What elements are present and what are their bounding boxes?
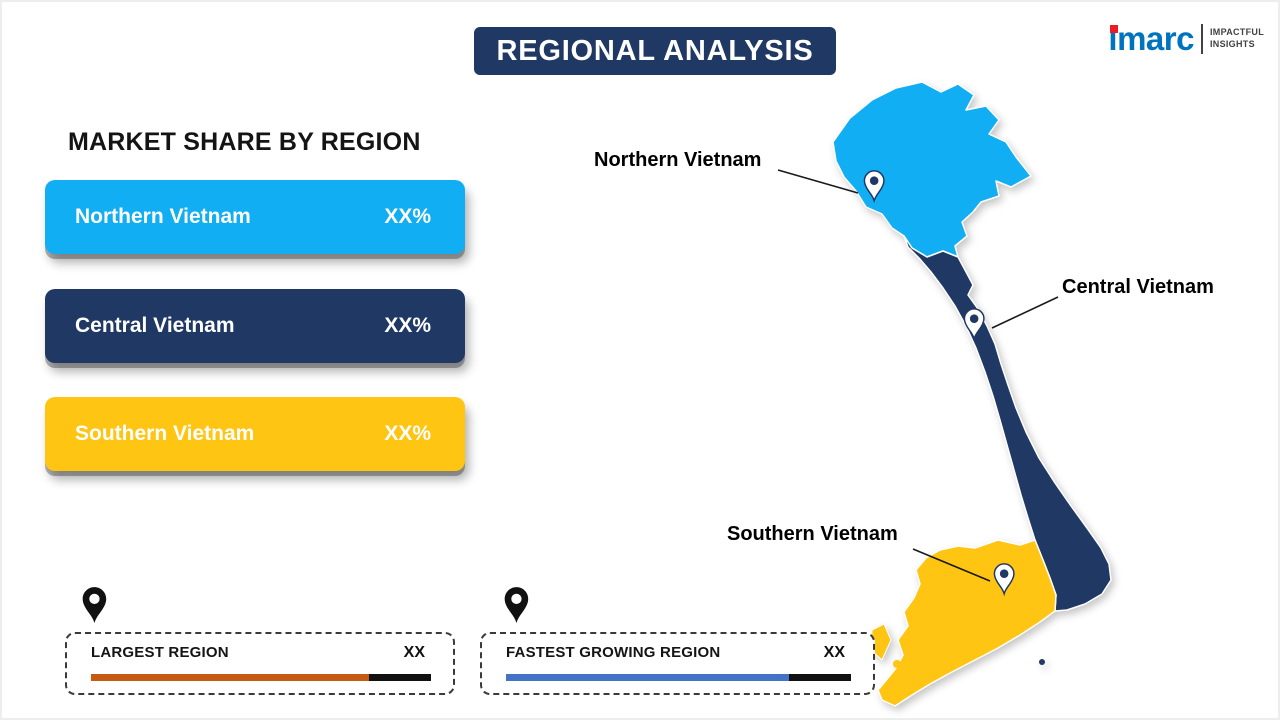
largest-region-pin-icon bbox=[82, 587, 107, 623]
logo-brand-text: imarc bbox=[1108, 20, 1194, 57]
legend-bar bbox=[506, 674, 851, 681]
legend-box-fastest-growing-region: FASTEST GROWING REGION XX bbox=[480, 632, 875, 695]
share-bar-value: XX% bbox=[384, 205, 431, 228]
legend-value: XX bbox=[823, 644, 845, 661]
page-title: REGIONAL ANALYSIS bbox=[496, 34, 814, 67]
share-bar-value: XX% bbox=[384, 422, 431, 445]
fastest-growing-pin-icon bbox=[504, 587, 529, 623]
legend-value: XX bbox=[403, 644, 425, 661]
share-bar-northern: Northern Vietnam XX% bbox=[45, 180, 465, 254]
con-dao-island bbox=[1039, 659, 1045, 665]
logo-tagline-line2: INSIGHTS bbox=[1209, 38, 1255, 49]
small-island bbox=[893, 660, 901, 668]
vietnam-map bbox=[832, 81, 1112, 707]
legend-label: LARGEST REGION bbox=[91, 644, 229, 661]
legend-bar-fill bbox=[506, 674, 789, 681]
share-bar-label: Southern Vietnam bbox=[75, 422, 255, 445]
share-bar-label: Central Vietnam bbox=[75, 314, 235, 337]
logo-brand: imarc bbox=[1108, 22, 1194, 55]
southern-label-line bbox=[912, 548, 991, 582]
northern-label-line bbox=[777, 169, 859, 194]
map-label-northern: Northern Vietnam bbox=[594, 149, 762, 171]
logo-red-accent bbox=[1110, 25, 1119, 33]
legend-bar bbox=[91, 674, 431, 681]
central-label-line bbox=[991, 296, 1059, 329]
legend-box-largest-region: LARGEST REGION XX bbox=[65, 632, 455, 695]
title-banner: REGIONAL ANALYSIS bbox=[474, 27, 836, 75]
legend-bar-end bbox=[369, 674, 431, 681]
region-southern-vietnam bbox=[877, 539, 1057, 707]
central-pin-icon bbox=[963, 308, 985, 342]
logo-tagline: IMPACTFUL INSIGHTS bbox=[1210, 27, 1264, 50]
section-heading: MARKET SHARE BY REGION bbox=[68, 128, 421, 156]
legend-label: FASTEST GROWING REGION bbox=[506, 644, 721, 661]
region-northern-vietnam bbox=[832, 81, 1032, 258]
northern-pin-icon bbox=[863, 170, 885, 204]
share-bar-label: Northern Vietnam bbox=[75, 205, 251, 228]
share-bar-southern: Southern Vietnam XX% bbox=[45, 397, 465, 471]
legend-bar-end bbox=[789, 674, 851, 681]
logo-divider bbox=[1200, 23, 1203, 54]
logo-tagline-line1: IMPACTFUL bbox=[1209, 26, 1264, 37]
map-label-central: Central Vietnam bbox=[1062, 276, 1214, 298]
share-bar-value: XX% bbox=[384, 314, 431, 337]
legend-bar-fill bbox=[91, 674, 369, 681]
map-label-southern: Southern Vietnam bbox=[727, 523, 898, 545]
southern-pin-icon bbox=[993, 563, 1015, 597]
imarc-logo: imarc IMPACTFUL INSIGHTS bbox=[1108, 22, 1264, 55]
legend-row: LARGEST REGION XX bbox=[91, 644, 431, 662]
legend-row: FASTEST GROWING REGION XX bbox=[506, 644, 851, 662]
share-bar-central: Central Vietnam XX% bbox=[45, 289, 465, 363]
